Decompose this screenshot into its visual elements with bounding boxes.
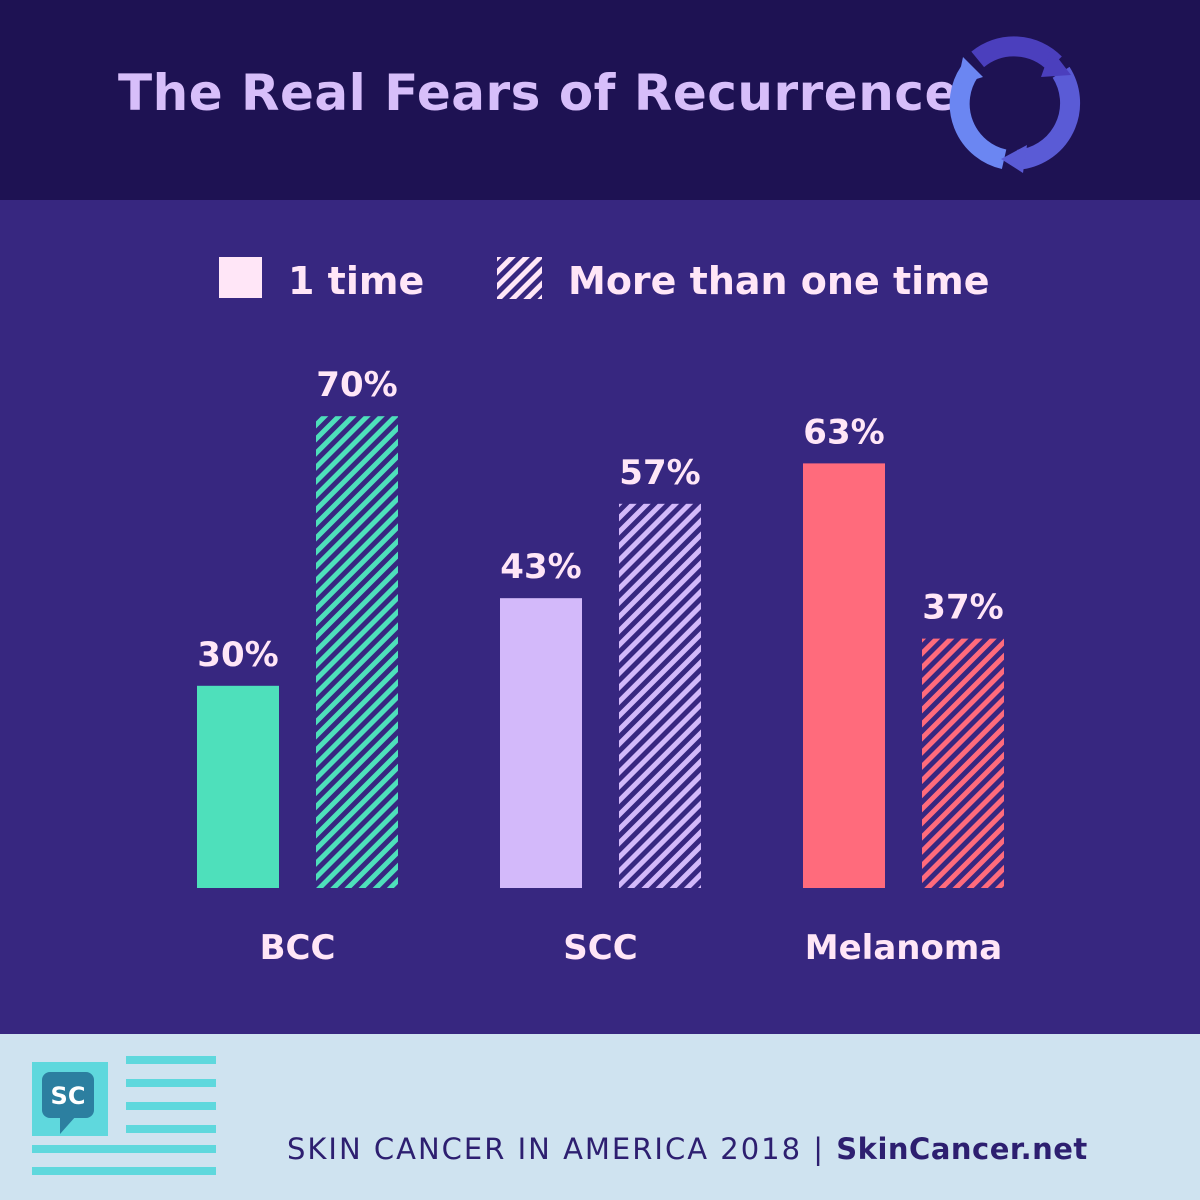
footer-bar: SC SKIN CANCER IN AMERICA 2018 | SkinCan… bbox=[0, 1034, 1200, 1200]
header-bar: The Real Fears of Recurrence bbox=[0, 0, 1200, 200]
legend: 1 time More than one time bbox=[219, 257, 990, 303]
value-labels-group: 30% 70% 43% 57% 63% 37% bbox=[197, 365, 1003, 675]
bar-scc-more-than-one-time bbox=[619, 503, 701, 888]
category-label-scc: SCC bbox=[563, 928, 637, 968]
legend-label-more-than-one-time: More than one time bbox=[568, 259, 990, 303]
legend-swatch-solid bbox=[219, 257, 262, 298]
footer-source-text: SKIN CANCER IN AMERICA 2018 | bbox=[287, 1132, 837, 1166]
bar-scc-1-time bbox=[500, 598, 582, 888]
data-label-melanoma-1-time: 63% bbox=[803, 412, 884, 452]
bar-melanoma-more-than-one-time bbox=[922, 638, 1004, 888]
bars-group bbox=[197, 416, 1004, 888]
page-title: The Real Fears of Recurrence bbox=[118, 64, 959, 122]
bar-melanoma-1-time bbox=[803, 463, 885, 888]
skincancer-chat-logo-icon: SC bbox=[32, 1056, 216, 1175]
data-label-bcc-more-than-one-time: 70% bbox=[316, 365, 397, 405]
category-label-bcc: BCC bbox=[260, 928, 336, 968]
logo-text: SC bbox=[51, 1082, 86, 1110]
category-label-melanoma: Melanoma bbox=[805, 928, 1002, 968]
bar-bcc-1-time bbox=[197, 685, 279, 888]
bar-chart: 1 time More than one time 30% 70% 43% 57% 63… bbox=[197, 257, 1004, 968]
legend-swatch-hatched bbox=[497, 257, 542, 299]
footer-caption: SKIN CANCER IN AMERICA 2018 | SkinCancer… bbox=[287, 1132, 1088, 1166]
chart-area: 1 time More than one time 30% 70% 43% 57% 63… bbox=[0, 200, 1200, 1034]
data-label-scc-1-time: 43% bbox=[500, 547, 581, 587]
data-label-scc-more-than-one-time: 57% bbox=[619, 453, 700, 493]
footer-brand-link[interactable]: SkinCancer.net bbox=[836, 1132, 1088, 1166]
legend-label-one-time: 1 time bbox=[288, 259, 424, 303]
bar-bcc-more-than-one-time bbox=[316, 416, 398, 888]
recurrence-cycle-icon bbox=[949, 36, 1081, 173]
category-labels-group: BCC SCC Melanoma bbox=[260, 928, 1003, 968]
data-label-melanoma-more-than-one-time: 37% bbox=[922, 588, 1003, 628]
data-label-bcc-1-time: 30% bbox=[197, 635, 278, 675]
